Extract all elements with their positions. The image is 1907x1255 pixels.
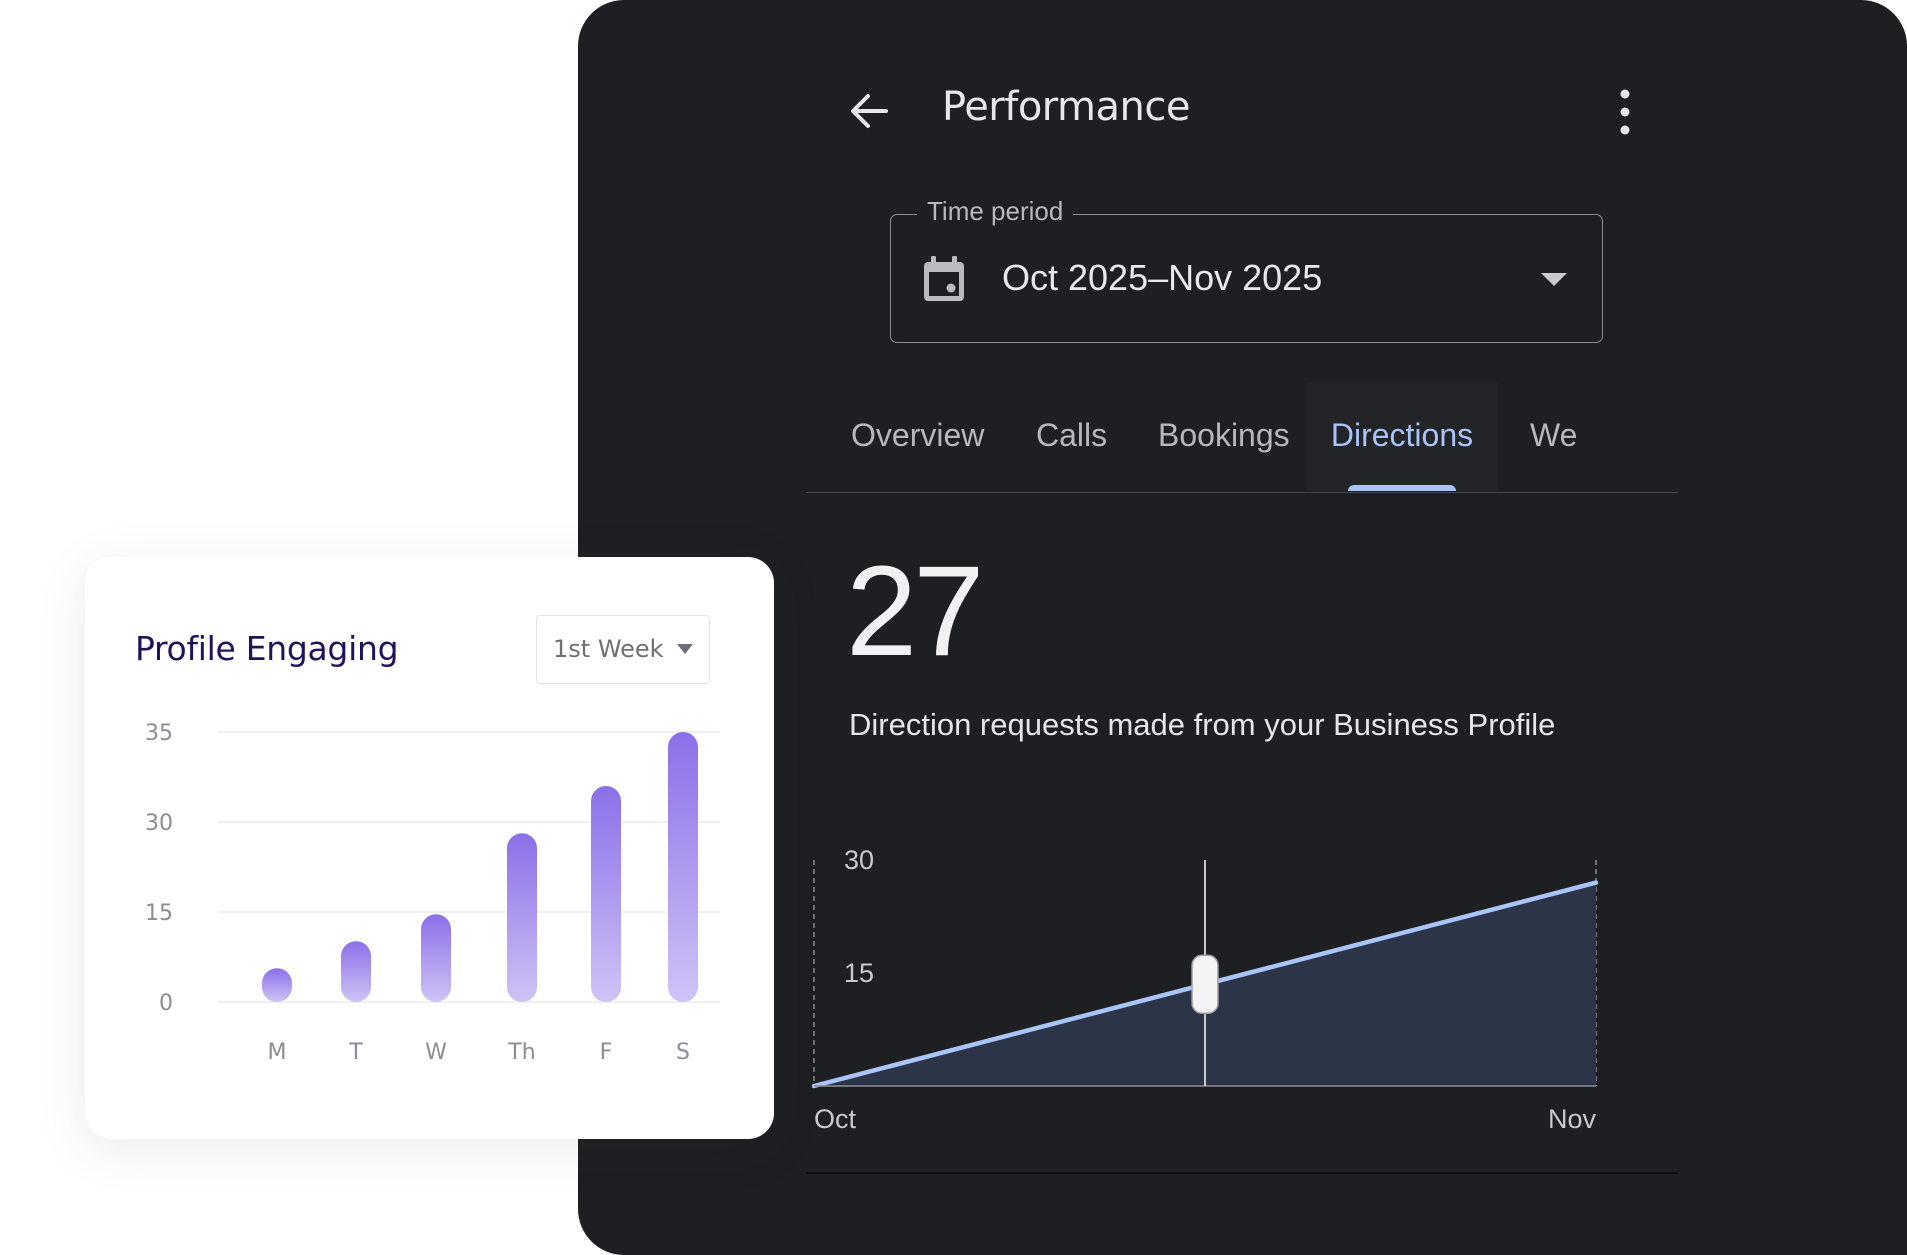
dropdown-caret-icon [1541,273,1567,286]
tab-label: Bookings [1158,417,1290,453]
time-period-value: Oct 2025–Nov 2025 [1002,257,1323,298]
time-period-select[interactable]: Time period Oct 2025–Nov 2025 [890,196,1603,343]
time-period-label: Time period [917,196,1074,227]
tab-bookings[interactable]: Bookings [1158,383,1290,491]
y-tick-label: 0 [159,991,173,1016]
bar [341,941,371,1002]
active-tab-indicator [1348,485,1456,491]
x-tick-label: W [425,1040,447,1065]
tab-label: Calls [1036,417,1108,453]
y-tick-label: 15 [145,901,173,926]
app-bar: Performance [578,0,1907,225]
calendar-icon [924,256,964,301]
bar [262,968,292,1002]
page-title: Performance [942,84,1190,130]
tab-label: Directions [1330,417,1474,453]
tab-label: Overview [851,417,985,453]
x-tick-label: F [600,1040,613,1065]
x-tick-label: Th [507,1040,535,1065]
card-title: Profile Engaging [135,629,399,668]
profile-engaging-card: Profile Engaging 1st Week 0 15 30 35 M T W Th F S [85,557,774,1139]
bar [421,914,451,1002]
x-tick-label: S [676,1040,690,1065]
x-tick-label: M [268,1040,287,1065]
performance-screen: Performance Time period Oct 2025–Nov 202… [578,0,1907,1255]
y-tick-label: 35 [145,721,173,746]
divider [806,1172,1678,1174]
bar [668,732,698,1002]
week-select-value: 1st Week [553,635,664,663]
x-tick-label: Nov [1548,1104,1597,1134]
week-select[interactable]: 1st Week [536,615,710,684]
y-tick-label: 30 [145,811,173,836]
metric-value: 27 [846,540,984,683]
tab-website[interactable]: We [1530,383,1577,491]
y-tick-label: 15 [844,958,874,988]
arrow-back-icon[interactable] [848,90,890,132]
tab-overview[interactable]: Overview [851,383,984,491]
bar [591,786,621,1002]
metric-description: Direction requests made from your Busine… [849,707,1556,742]
x-tick-label: Oct [814,1104,857,1134]
tab-directions[interactable]: Directions [1306,383,1498,491]
scrubber-handle [1191,954,1219,1015]
tab-label: We [1530,417,1578,453]
dropdown-caret-icon [677,644,693,654]
bar [507,833,537,1002]
more-vert-icon[interactable] [1614,89,1636,135]
y-tick-label: 30 [844,845,874,875]
x-tick-label: T [348,1040,363,1065]
area-fill [814,882,1596,1086]
tab-calls[interactable]: Calls [1036,383,1107,491]
engagement-bar-chart: 0 15 30 35 M T W Th F S [145,721,720,1065]
directions-line-chart: 15 30 Oct Nov [811,845,1599,1134]
metric-tabs: Overview Calls Bookings Directions We [806,383,1678,493]
